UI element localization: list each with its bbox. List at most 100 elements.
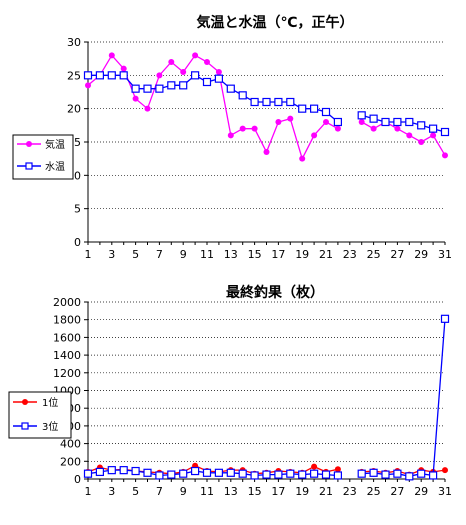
data-point (358, 119, 365, 125)
data-point (333, 471, 342, 480)
data-point (83, 469, 93, 478)
catch-legend-box (8, 391, 72, 439)
data-point (215, 69, 222, 75)
data-point (263, 149, 270, 155)
x-tick-label: 17 (271, 248, 285, 261)
data-point (83, 71, 93, 80)
data-point (226, 84, 235, 93)
data-point (144, 105, 151, 112)
y-tick-label: 1200 (53, 367, 81, 380)
data-point (155, 471, 164, 480)
legend-rank3-label: 3位 (42, 420, 58, 433)
legend-rank3-marker (21, 422, 29, 430)
data-point (131, 84, 140, 93)
y-tick-label: 1600 (53, 331, 81, 344)
temperature-chart-series (83, 52, 450, 162)
data-point (214, 468, 223, 477)
data-point (429, 471, 438, 480)
data-point (333, 117, 342, 127)
data-point (214, 74, 223, 83)
data-point (227, 132, 234, 139)
data-point (370, 125, 377, 132)
data-point (275, 119, 282, 125)
data-point (393, 469, 402, 478)
data-point (131, 466, 140, 476)
x-tick-label: 15 (248, 248, 262, 261)
x-tick-label: 23 (343, 248, 357, 261)
data-point (287, 115, 294, 122)
data-point (369, 468, 378, 477)
catch-chart-title: 最終釣果（枚） (226, 284, 324, 301)
data-point (321, 470, 331, 479)
catch-chart-axes (84, 301, 446, 482)
data-point (417, 469, 426, 478)
series-line (87, 54, 339, 161)
data-point (143, 84, 152, 93)
catch-chart-series (83, 314, 450, 481)
data-point (262, 97, 271, 107)
legend-rank1-label: 1位 (42, 396, 58, 409)
data-point (418, 139, 425, 145)
x-tick-label: 29 (414, 248, 428, 261)
data-point (274, 97, 283, 107)
y-tick-label: 5 (74, 203, 81, 216)
x-tick-label: 13 (224, 485, 238, 498)
data-point (95, 467, 105, 477)
y-tick-label: 0 (74, 473, 81, 486)
x-tick-label: 27 (390, 248, 404, 261)
data-point (119, 71, 128, 80)
temperature-chart-grid (88, 41, 445, 210)
y-tick-label: 200 (60, 455, 81, 468)
legend-rank1-marker (22, 399, 28, 405)
x-tick-label: 5 (132, 485, 139, 498)
x-tick-label: 1 (85, 248, 92, 261)
data-point (274, 470, 283, 479)
data-point (440, 314, 450, 323)
data-point (202, 468, 212, 477)
data-point (323, 119, 329, 125)
data-point (85, 82, 91, 89)
x-tick-label: 19 (295, 485, 309, 498)
x-tick-label: 21 (319, 248, 333, 261)
catch-chart-grid (88, 301, 445, 462)
x-tick-label: 31 (438, 485, 452, 498)
data-point (298, 104, 307, 113)
x-tick-label: 3 (108, 485, 115, 498)
data-point (238, 469, 247, 478)
x-tick-label: 17 (271, 485, 285, 498)
data-point (119, 466, 128, 475)
data-point (156, 72, 163, 79)
data-point (405, 117, 414, 127)
data-point (250, 471, 259, 480)
catch-chart-legend: 1位 3位 (8, 391, 72, 439)
y-tick-label: 400 (60, 438, 81, 451)
data-point (442, 152, 448, 159)
series-line (361, 318, 446, 477)
data-point (429, 124, 438, 133)
temperature-chart-x-ticks: 1 3 5 7 9 11 13 15 17 19 21 23 25 27 29 31 (85, 248, 453, 261)
x-tick-label: 25 (367, 248, 381, 261)
data-point (406, 132, 413, 139)
data-point (107, 71, 116, 80)
data-point (191, 466, 200, 476)
catch-chart-x-ticks: 1 3 5 7 9 11 13 15 17 19 21 23 25 27 29 31 (85, 485, 453, 498)
data-point (369, 114, 378, 123)
legend-water-temp-marker (25, 162, 33, 170)
data-point (251, 125, 258, 132)
data-point (321, 107, 331, 117)
data-point (108, 52, 115, 59)
data-point (393, 117, 402, 127)
data-point (226, 468, 235, 477)
series-line (88, 74, 339, 123)
data-point (440, 127, 450, 137)
x-tick-label: 11 (200, 485, 214, 498)
temperature-legend-box (12, 134, 74, 180)
data-point (286, 469, 295, 478)
x-tick-label: 25 (367, 485, 381, 498)
data-point (204, 59, 210, 65)
data-point (310, 469, 319, 478)
data-point (191, 71, 200, 80)
y-tick-label: 30 (67, 36, 81, 49)
